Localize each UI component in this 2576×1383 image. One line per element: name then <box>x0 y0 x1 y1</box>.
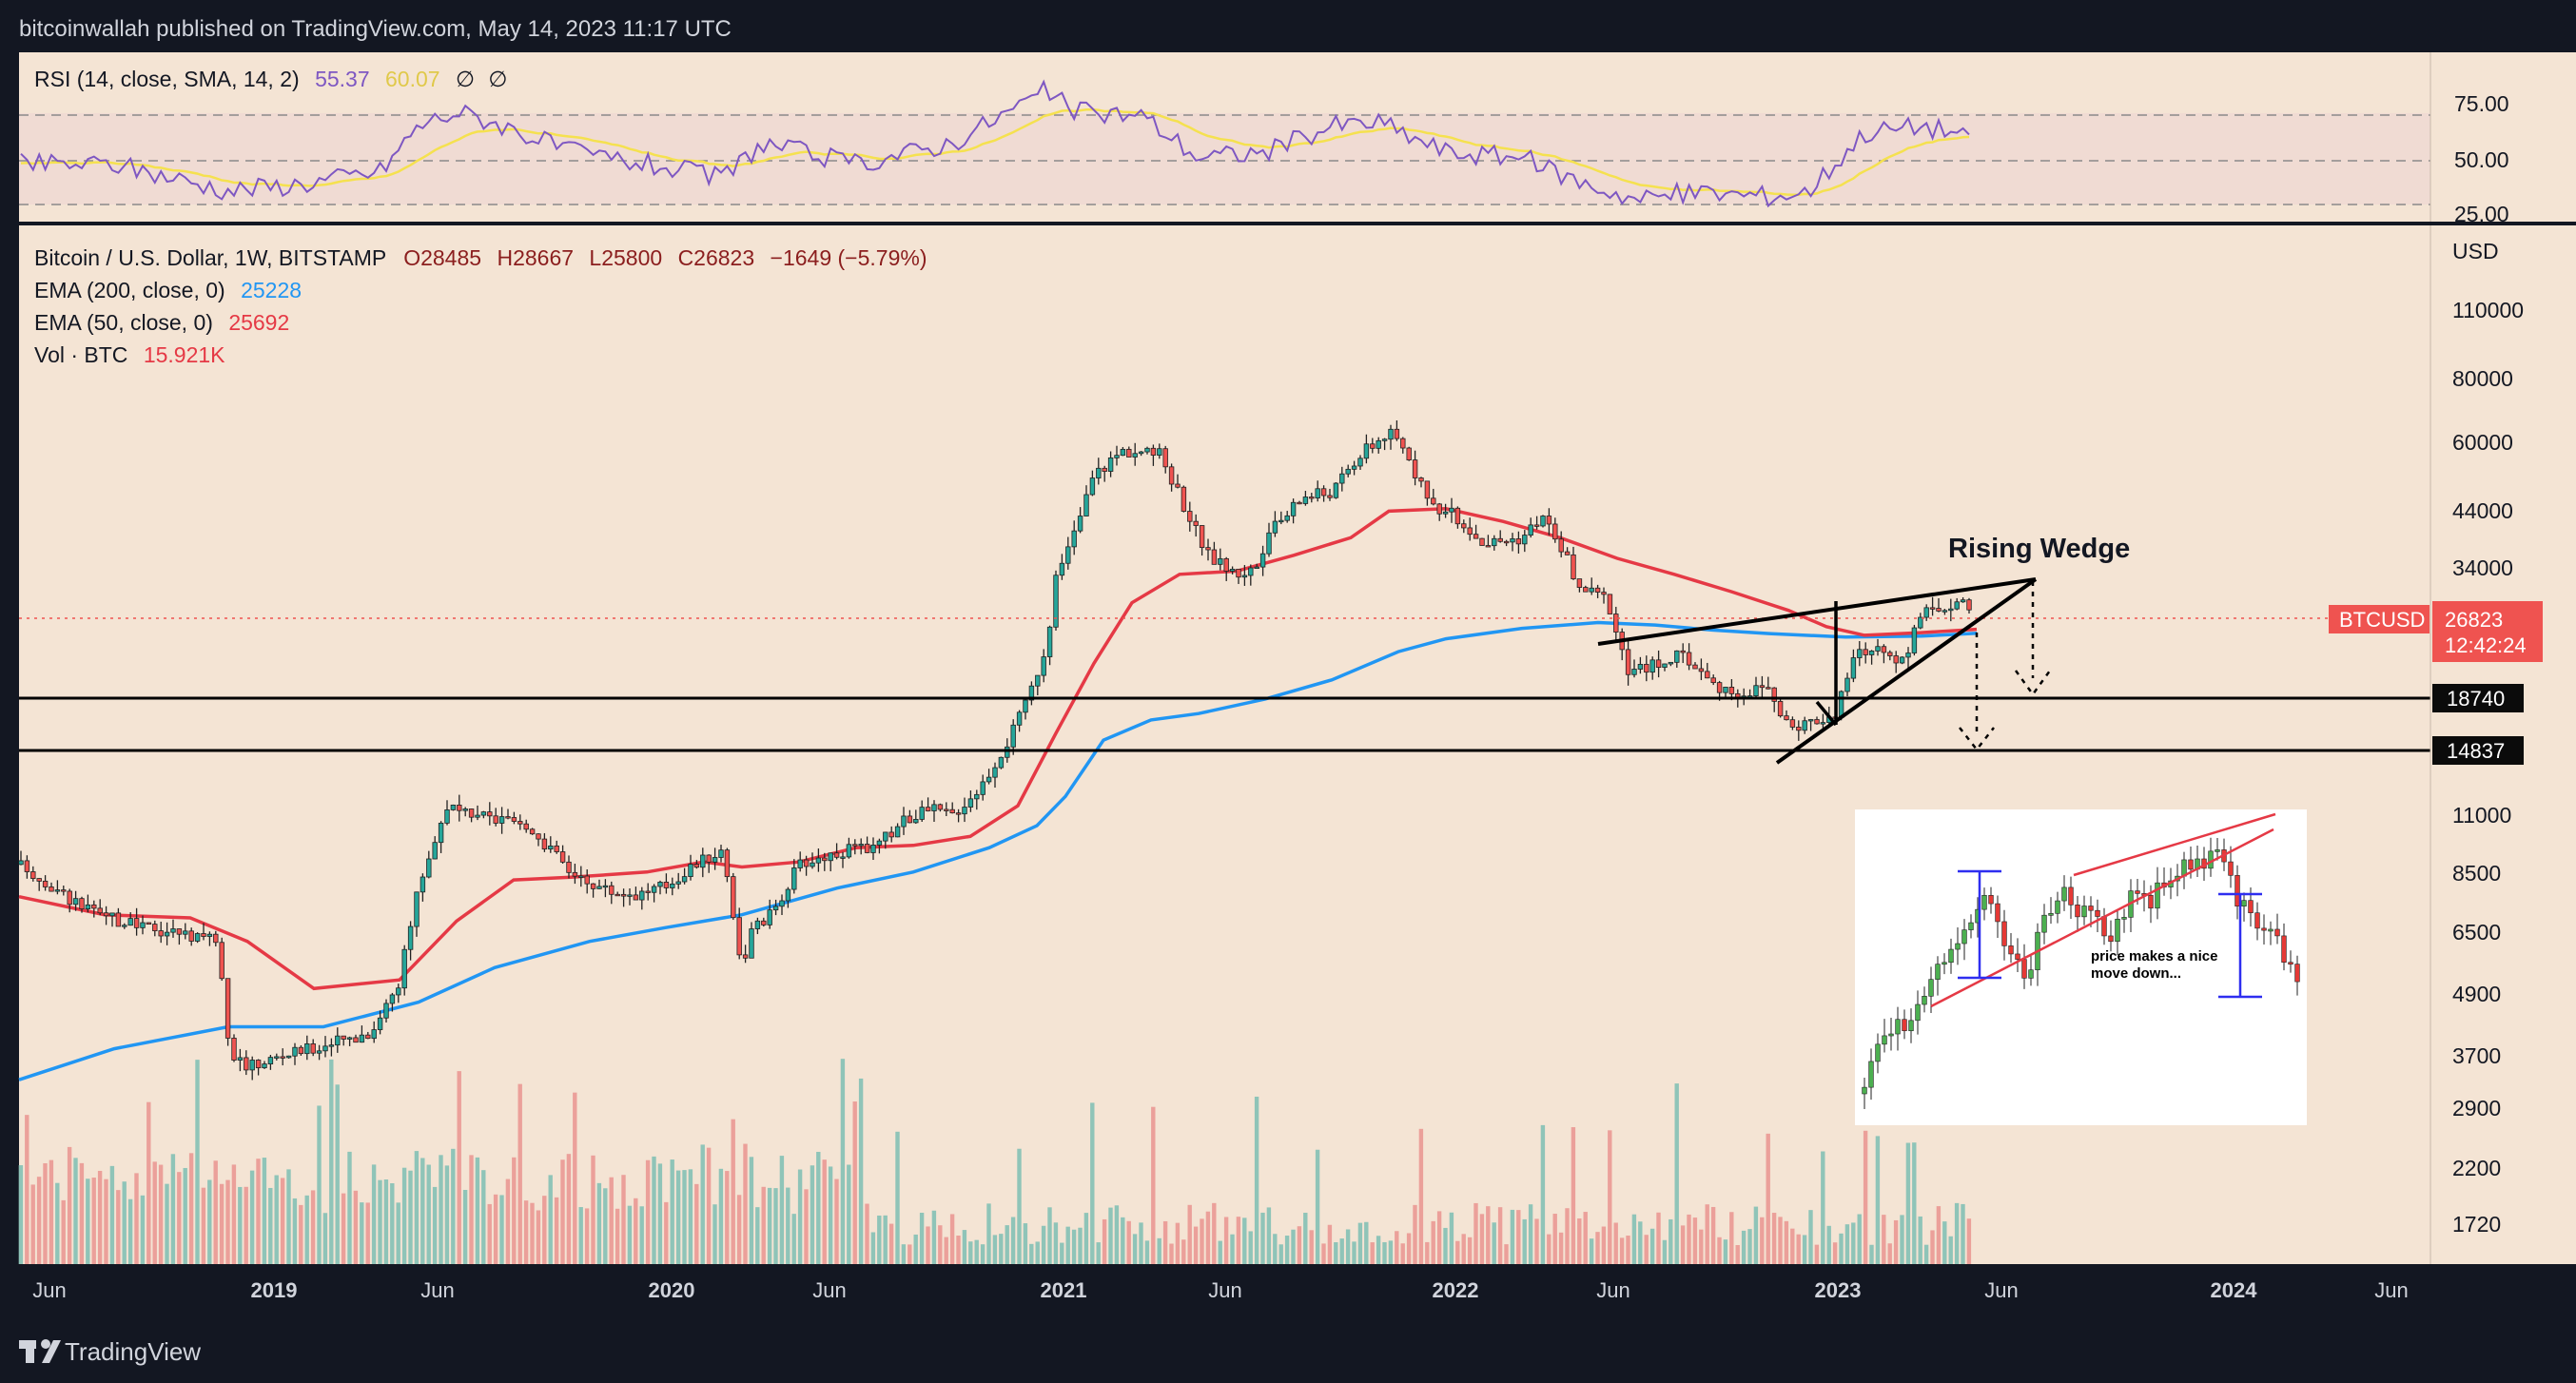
ohlc-open: O28485 <box>403 245 481 270</box>
price-tick-34000: 34000 <box>2452 555 2513 580</box>
rsi-legend-name: RSI (14, close, SMA, 14, 2) <box>34 67 300 91</box>
price-tick-3700: 3700 <box>2452 1043 2501 1068</box>
rising-wedge-label: Rising Wedge <box>1948 534 2130 564</box>
inset-example: price makes a nice move down... <box>1855 809 2307 1125</box>
price-tick-44000: 44000 <box>2452 498 2513 523</box>
rsi-legend-na2: ∅ <box>488 67 507 91</box>
inset-caption-line1: price makes a nice <box>2091 948 2217 964</box>
time-tick-1: 2019 <box>251 1278 298 1302</box>
support-tag-14837 <box>2432 736 2524 765</box>
rsi-legend-na1: ∅ <box>456 67 475 91</box>
rsi-band <box>19 113 2430 205</box>
volume-bars <box>18 1059 1972 1264</box>
currency-label: USD <box>2452 239 2499 263</box>
time-tick-6: Jun <box>1208 1278 1241 1302</box>
price-ticks: 110000 80000 60000 44000 34000 11000 8500 6500 4… <box>2452 298 2524 1237</box>
countdown-text: 12:42:24 <box>2445 633 2527 657</box>
time-tick-12: Jun <box>2374 1278 2408 1302</box>
ema50-legend: EMA (50, close, 0) <box>34 310 213 335</box>
inset-measure-left <box>1958 869 2001 980</box>
inset-caption-line2: move down... <box>2091 965 2181 982</box>
support-tag-18740 <box>2432 684 2524 712</box>
footer: TradingView <box>19 1337 201 1366</box>
rsi-line <box>20 79 1970 208</box>
time-tick-11: 2024 <box>2211 1278 2258 1302</box>
time-ticks: Jun 2019 Jun 2020 Jun 2021 Jun 2022 Jun 2023 Jun 20… <box>32 1278 2408 1302</box>
ema200-value: 25228 <box>241 278 302 302</box>
symbol-tag <box>2329 605 2430 633</box>
time-tick-2: Jun <box>420 1278 454 1302</box>
tradingview-logo-icon <box>19 1339 61 1363</box>
time-tick-5: 2021 <box>1041 1278 1087 1302</box>
time-tick-7: 2022 <box>1433 1278 1479 1302</box>
price-legend: Bitcoin / U.S. Dollar, 1W, BITSTAMP O284… <box>34 245 927 367</box>
svg-text:EMA (50, close, 0) 256: EMA (50, close, 0) 25692 <box>34 310 289 335</box>
wedge-lower-line <box>1775 577 2038 765</box>
last-price-text: 26823 <box>2445 608 2503 632</box>
price-tick-110000: 110000 <box>2452 298 2524 322</box>
price-tick-6500: 6500 <box>2452 920 2501 945</box>
inset-measure-right <box>2218 892 2262 999</box>
rising-wedge-drawing[interactable]: Rising Wedge <box>1597 534 2130 765</box>
ema50-value: 25692 <box>228 310 289 335</box>
price-panel[interactable]: Rising Wedge price makes a nice move dow… <box>18 225 2430 1264</box>
target-arrow-1 <box>1959 727 1995 752</box>
ohlc-high: H28667 <box>497 245 574 270</box>
price-tick-8500: 8500 <box>2452 861 2501 886</box>
price-tick-2900: 2900 <box>2452 1096 2501 1120</box>
ohlc-change: −1649 (−5.79%) <box>771 245 927 270</box>
vol-legend: Vol · BTC <box>34 342 127 367</box>
time-tick-9: 2023 <box>1815 1278 1862 1302</box>
publisher-text: bitcoinwallah published on TradingView.c… <box>19 16 732 42</box>
price-tick-1720: 1720 <box>2452 1212 2501 1237</box>
time-tick-8: Jun <box>1596 1278 1630 1302</box>
wedge-arrow <box>1815 700 1838 727</box>
price-tick-2200: 2200 <box>2452 1156 2501 1180</box>
wedge-upper-line <box>1597 577 2037 646</box>
vol-value: 15.921K <box>144 342 225 367</box>
support-text-14837: 14837 <box>2447 739 2505 763</box>
rsi-legend-value: 55.37 <box>315 67 370 91</box>
time-axis[interactable]: Jun 2019 Jun 2020 Jun 2021 Jun 2022 Jun 2023 Jun 20… <box>19 1264 2430 1312</box>
last-price-tag <box>2432 601 2543 662</box>
rsi-panel[interactable]: RSI (14, close, SMA, 14, 2) 55.37 60.07 … <box>19 52 2430 222</box>
ohlc-close: C26823 <box>678 245 755 270</box>
svg-text:Vol · BTC 15.921K: Vol · BTC 15.921K <box>34 342 225 367</box>
svg-text:RSI (14, close, SMA, 14, 2): RSI (14, close, SMA, 14, 2) 55.37 60.07 … <box>34 67 507 91</box>
price-tick-80000: 80000 <box>2452 366 2513 391</box>
svg-text:Bitcoin / U.S. Dollar, 1W, BIT: Bitcoin / U.S. Dollar, 1W, BITSTAMP O284… <box>34 245 927 270</box>
time-tick-10: Jun <box>1984 1278 2018 1302</box>
rsi-legend-sma: 60.07 <box>385 67 440 91</box>
rsi-tick-50: 50.00 <box>2454 147 2509 172</box>
rsi-tick-75: 75.00 <box>2454 91 2509 116</box>
symbol-legend: Bitcoin / U.S. Dollar, 1W, BITSTAMP <box>34 245 386 270</box>
price-axis[interactable]: 75.00 50.00 25.00 USD 110000800006000044… <box>19 52 2576 1264</box>
inset-upper-trendline <box>2073 812 2276 877</box>
price-tick-60000: 60000 <box>2452 430 2513 455</box>
svg-text:EMA (200, close, 0) 25: EMA (200, close, 0) 25228 <box>34 278 302 302</box>
ohlc-low: L25800 <box>589 245 662 270</box>
ema200-line <box>18 620 1978 1081</box>
time-tick-3: 2020 <box>649 1278 695 1302</box>
time-tick-0: Jun <box>32 1278 66 1302</box>
symbol-tag-text: BTCUSD <box>2339 608 2425 632</box>
ema200-legend: EMA (200, close, 0) <box>34 278 225 302</box>
time-tick-4: Jun <box>812 1278 846 1302</box>
candles <box>18 420 1972 1081</box>
rsi-sma-line <box>20 107 1970 196</box>
price-tick-11000: 11000 <box>2452 803 2511 828</box>
price-tick-4900: 4900 <box>2452 982 2501 1006</box>
support-text-18740: 18740 <box>2447 687 2505 711</box>
footer-brand: TradingView <box>65 1337 201 1366</box>
